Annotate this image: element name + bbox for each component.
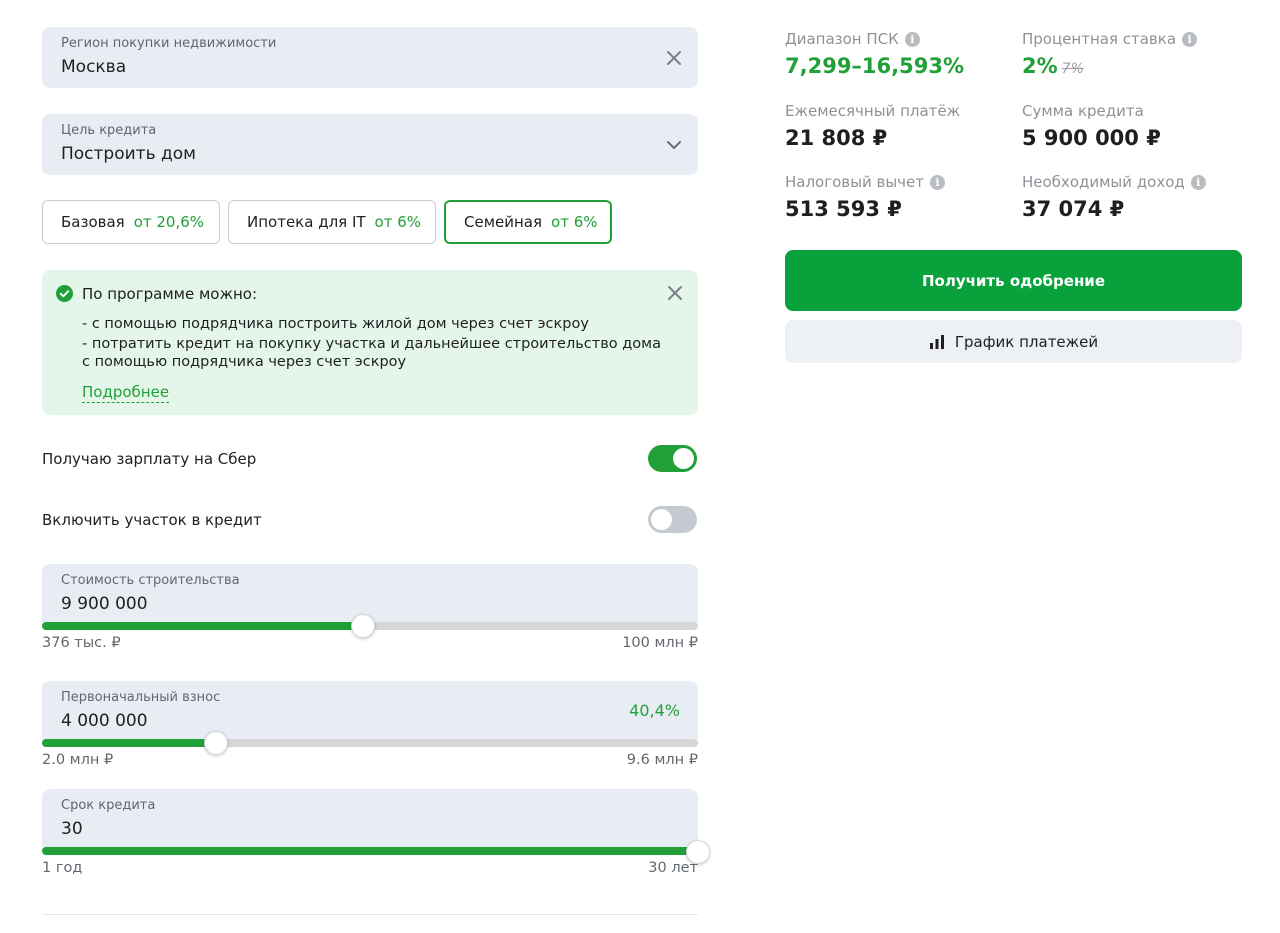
- bar-chart-icon: [929, 334, 944, 349]
- term-min: 1 год: [42, 860, 83, 876]
- land-toggle-label: Включить участок в кредит: [42, 511, 262, 529]
- purpose-select-value: Построить дом: [61, 144, 196, 164]
- rate-stat: Процентная ставка i 2% 7%: [1022, 30, 1198, 78]
- cost-slider-thumb[interactable]: [351, 614, 375, 638]
- rate-label: Процентная ставка: [1022, 30, 1177, 48]
- down-payment-value[interactable]: 4 000 000: [61, 711, 148, 731]
- more-link[interactable]: Подробнее: [82, 383, 170, 403]
- info-list-item: - с помощью подрядчика построить жилой д…: [82, 316, 589, 332]
- land-toggle[interactable]: [648, 506, 697, 533]
- info-list-item: - потратить кредит на покупку участка и …: [82, 335, 661, 352]
- program-info-box: По программе можно: - с помощью подрядчи…: [42, 270, 698, 415]
- cost-value[interactable]: 9 900 000: [61, 594, 148, 614]
- term-label: Срок кредита: [61, 798, 156, 813]
- old-rate: 7%: [1061, 61, 1084, 77]
- income-value: 37 074 ₽: [1022, 197, 1125, 221]
- get-approval-button[interactable]: Получить одобрение: [785, 250, 1242, 311]
- divider: [42, 914, 698, 915]
- down-payment-label: Первоначальный взнос: [61, 690, 221, 705]
- salary-toggle-label: Получаю зарплату на Сбер: [42, 450, 257, 468]
- program-name: Ипотека для IT: [247, 213, 366, 231]
- cost-slider-fill: [42, 622, 363, 630]
- loan-label: Сумма кредита: [1022, 102, 1144, 120]
- term-input[interactable]: Срок кредита 30: [42, 789, 698, 847]
- payment-schedule-label: График платежей: [954, 332, 1099, 351]
- down-payment-min: 2.0 млн ₽: [42, 752, 114, 768]
- close-icon[interactable]: [665, 283, 685, 303]
- psk-label: Диапазон ПСК: [785, 30, 899, 48]
- rate-value: 2%: [1022, 54, 1058, 78]
- term-slider-fill: [42, 847, 698, 855]
- info-title: По программе можно:: [82, 285, 257, 303]
- down-payment-percent: 40,4%: [629, 701, 680, 720]
- info-icon[interactable]: i: [1182, 31, 1198, 47]
- chevron-down-icon[interactable]: [664, 135, 684, 155]
- payment-schedule-button[interactable]: График платежей: [785, 320, 1242, 363]
- region-field-value[interactable]: Москва: [61, 57, 127, 77]
- tax-label: Налоговый вычет: [785, 173, 925, 191]
- close-icon[interactable]: [664, 48, 684, 68]
- check-circle-icon: [56, 285, 73, 302]
- loan-stat: Сумма кредита 5 900 000 ₽: [1022, 102, 1161, 150]
- program-chip-it[interactable]: Ипотека для IT от 6%: [228, 200, 436, 244]
- down-payment-input[interactable]: Первоначальный взнос 4 000 000 40,4%: [42, 681, 698, 739]
- info-list-item-continuation: с помощью подрядчика через счет эскроу: [82, 354, 407, 370]
- tax-value: 513 593 ₽: [785, 197, 902, 221]
- down-payment-slider-track[interactable]: [42, 739, 698, 747]
- program-chip-family[interactable]: Семейная от 6%: [444, 200, 612, 244]
- tax-stat: Налоговый вычет i 513 593 ₽: [785, 173, 946, 221]
- region-field-label: Регион покупки недвижимости: [61, 36, 277, 51]
- salary-toggle[interactable]: [648, 445, 697, 472]
- term-max: 30 лет: [648, 860, 698, 876]
- monthly-value: 21 808 ₽: [785, 126, 888, 150]
- cost-min: 376 тыс. ₽: [42, 635, 121, 651]
- info-icon[interactable]: i: [904, 31, 920, 47]
- psk-stat: Диапазон ПСК i 7,299–16,593%: [785, 30, 964, 78]
- monthly-label: Ежемесячный платёж: [785, 102, 961, 120]
- program-rate: от 20,6%: [133, 213, 205, 231]
- program-rate: от 6%: [551, 213, 598, 231]
- down-payment-max: 9.6 млн ₽: [626, 752, 698, 768]
- term-value[interactable]: 30: [61, 819, 83, 839]
- toggle-knob: [651, 509, 672, 530]
- income-stat: Необходимый доход i 37 074 ₽: [1022, 173, 1206, 221]
- program-chip-basic[interactable]: Базовая от 20,6%: [42, 200, 220, 244]
- info-icon[interactable]: i: [930, 174, 946, 190]
- program-rate: от 6%: [374, 213, 422, 231]
- down-payment-slider-thumb[interactable]: [204, 731, 228, 755]
- region-field[interactable]: Регион покупки недвижимости Москва: [42, 27, 698, 88]
- purpose-select[interactable]: Цель кредита Построить дом: [42, 114, 698, 175]
- monthly-stat: Ежемесячный платёж 21 808 ₽: [785, 102, 960, 150]
- program-name: Семейная: [464, 213, 543, 231]
- cost-max: 100 млн ₽: [622, 635, 698, 651]
- cost-label: Стоимость строительства: [61, 573, 240, 588]
- purpose-select-label: Цель кредита: [61, 123, 157, 138]
- info-list: - с помощью подрядчика построить жилой д…: [82, 315, 682, 354]
- toggle-knob: [673, 448, 694, 469]
- info-icon[interactable]: i: [1190, 174, 1206, 190]
- down-payment-slider-fill: [42, 739, 216, 747]
- term-slider-thumb[interactable]: [686, 840, 710, 864]
- loan-value: 5 900 000 ₽: [1022, 126, 1161, 150]
- cost-input[interactable]: Стоимость строительства 9 900 000: [42, 564, 698, 622]
- rate-value-wrap: 2% 7%: [1022, 54, 1197, 78]
- program-name: Базовая: [61, 213, 125, 231]
- term-slider-track[interactable]: [42, 847, 698, 855]
- psk-value: 7,299–16,593%: [785, 54, 965, 78]
- income-label: Необходимый доход: [1022, 173, 1185, 191]
